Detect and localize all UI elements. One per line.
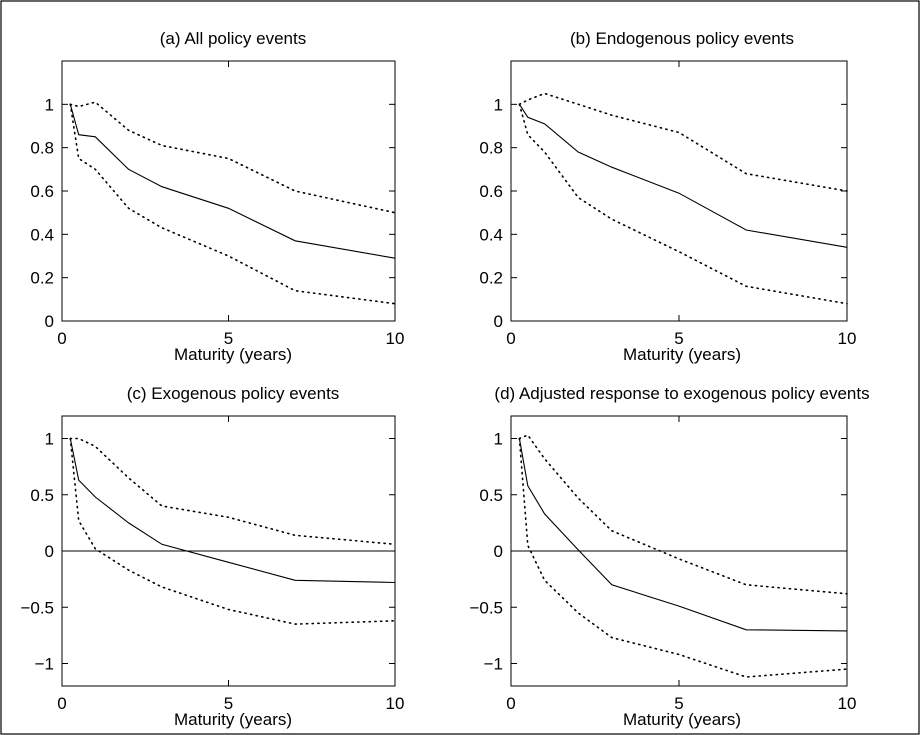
- y-tick-label: 1: [45, 95, 54, 114]
- y-tick-label: 0.4: [479, 225, 503, 244]
- y-tick-label: −0.5: [20, 598, 54, 617]
- x-tick-label: 0: [57, 694, 66, 713]
- y-tick-label: 0.2: [30, 269, 54, 288]
- y-tick-label: −1: [484, 655, 503, 674]
- x-tick-label: 0: [506, 329, 515, 348]
- panel-d-plot: 0 5 10 −1 −0.5 0 0.5 1: [469, 415, 857, 713]
- y-tick-label: 0.6: [479, 182, 503, 201]
- panel-a-plot: 0 5 10 0 0.2 0.4 0.6 0.8 1: [30, 60, 405, 348]
- panel-b-plot: 0 5 10 0 0.2 0.4 0.6 0.8 1: [479, 60, 857, 348]
- confidence-band-line: [518, 103, 848, 305]
- panel-a-title: (a) All policy events: [160, 29, 306, 48]
- y-tick-label: 0.8: [30, 139, 54, 158]
- x-tick-label: 10: [838, 694, 857, 713]
- x-tick-label: 10: [386, 694, 405, 713]
- y-tick-label: 0: [494, 542, 503, 561]
- y-tick-label: 0.2: [479, 269, 503, 288]
- panel-c-plot: 0 5 10 −1 −0.5 0 0.5 1: [20, 415, 405, 713]
- x-tick-label: 5: [674, 694, 683, 713]
- y-tick-label: 1: [494, 430, 503, 449]
- y-tick-label: −1: [35, 655, 54, 674]
- y-tick-label: −0.5: [469, 598, 503, 617]
- confidence-band-line: [518, 434, 848, 595]
- x-tick-label: 10: [386, 329, 405, 348]
- y-tick-label: 0: [45, 312, 54, 331]
- x-tick-label: 5: [224, 694, 233, 713]
- panel-c-title: (c) Exogenous policy events: [127, 384, 340, 403]
- confidence-band-line: [518, 92, 848, 192]
- y-tick-label: 0: [494, 312, 503, 331]
- y-tick-label: 0.6: [30, 182, 54, 201]
- panel-d-title: (d) Adjusted response to exogenous polic…: [494, 384, 869, 403]
- confidence-band-line: [69, 437, 396, 625]
- y-tick-label: 0.8: [479, 139, 503, 158]
- panel-b-xlabel: Maturity (years): [623, 345, 741, 364]
- y-tick-label: 0: [45, 542, 54, 561]
- y-tick-label: 0.5: [479, 486, 503, 505]
- y-tick-label: 0.4: [30, 225, 54, 244]
- x-tick-label: 5: [674, 329, 683, 348]
- panel-a-xlabel: Maturity (years): [174, 345, 292, 364]
- panel-b: (b) Endogenous policy events Maturity (y…: [479, 29, 856, 364]
- x-tick-label: 0: [506, 694, 515, 713]
- panel-d: (d) Adjusted response to exogenous polic…: [469, 384, 869, 729]
- panel-b-title: (b) Endogenous policy events: [570, 29, 794, 48]
- confidence-band-line: [69, 101, 396, 214]
- panel-a: (a) All policy events Maturity (years) 0…: [30, 29, 404, 364]
- panel-c: (c) Exogenous policy events Maturity (ye…: [20, 384, 404, 729]
- confidence-band-line: [69, 437, 396, 546]
- y-tick-label: 1: [494, 95, 503, 114]
- estimate-line: [69, 438, 396, 584]
- confidence-band-line: [518, 437, 848, 678]
- panel-d-xlabel: Maturity (years): [623, 710, 741, 729]
- y-tick-label: 0.5: [30, 486, 54, 505]
- confidence-band-line: [69, 103, 396, 305]
- estimate-line: [69, 104, 396, 259]
- y-tick-label: 1: [45, 430, 54, 449]
- panel-c-xlabel: Maturity (years): [174, 710, 292, 729]
- x-tick-label: 5: [224, 329, 233, 348]
- estimate-line: [518, 438, 848, 632]
- estimate-line: [518, 104, 848, 248]
- x-tick-label: 0: [57, 329, 66, 348]
- x-tick-label: 10: [838, 329, 857, 348]
